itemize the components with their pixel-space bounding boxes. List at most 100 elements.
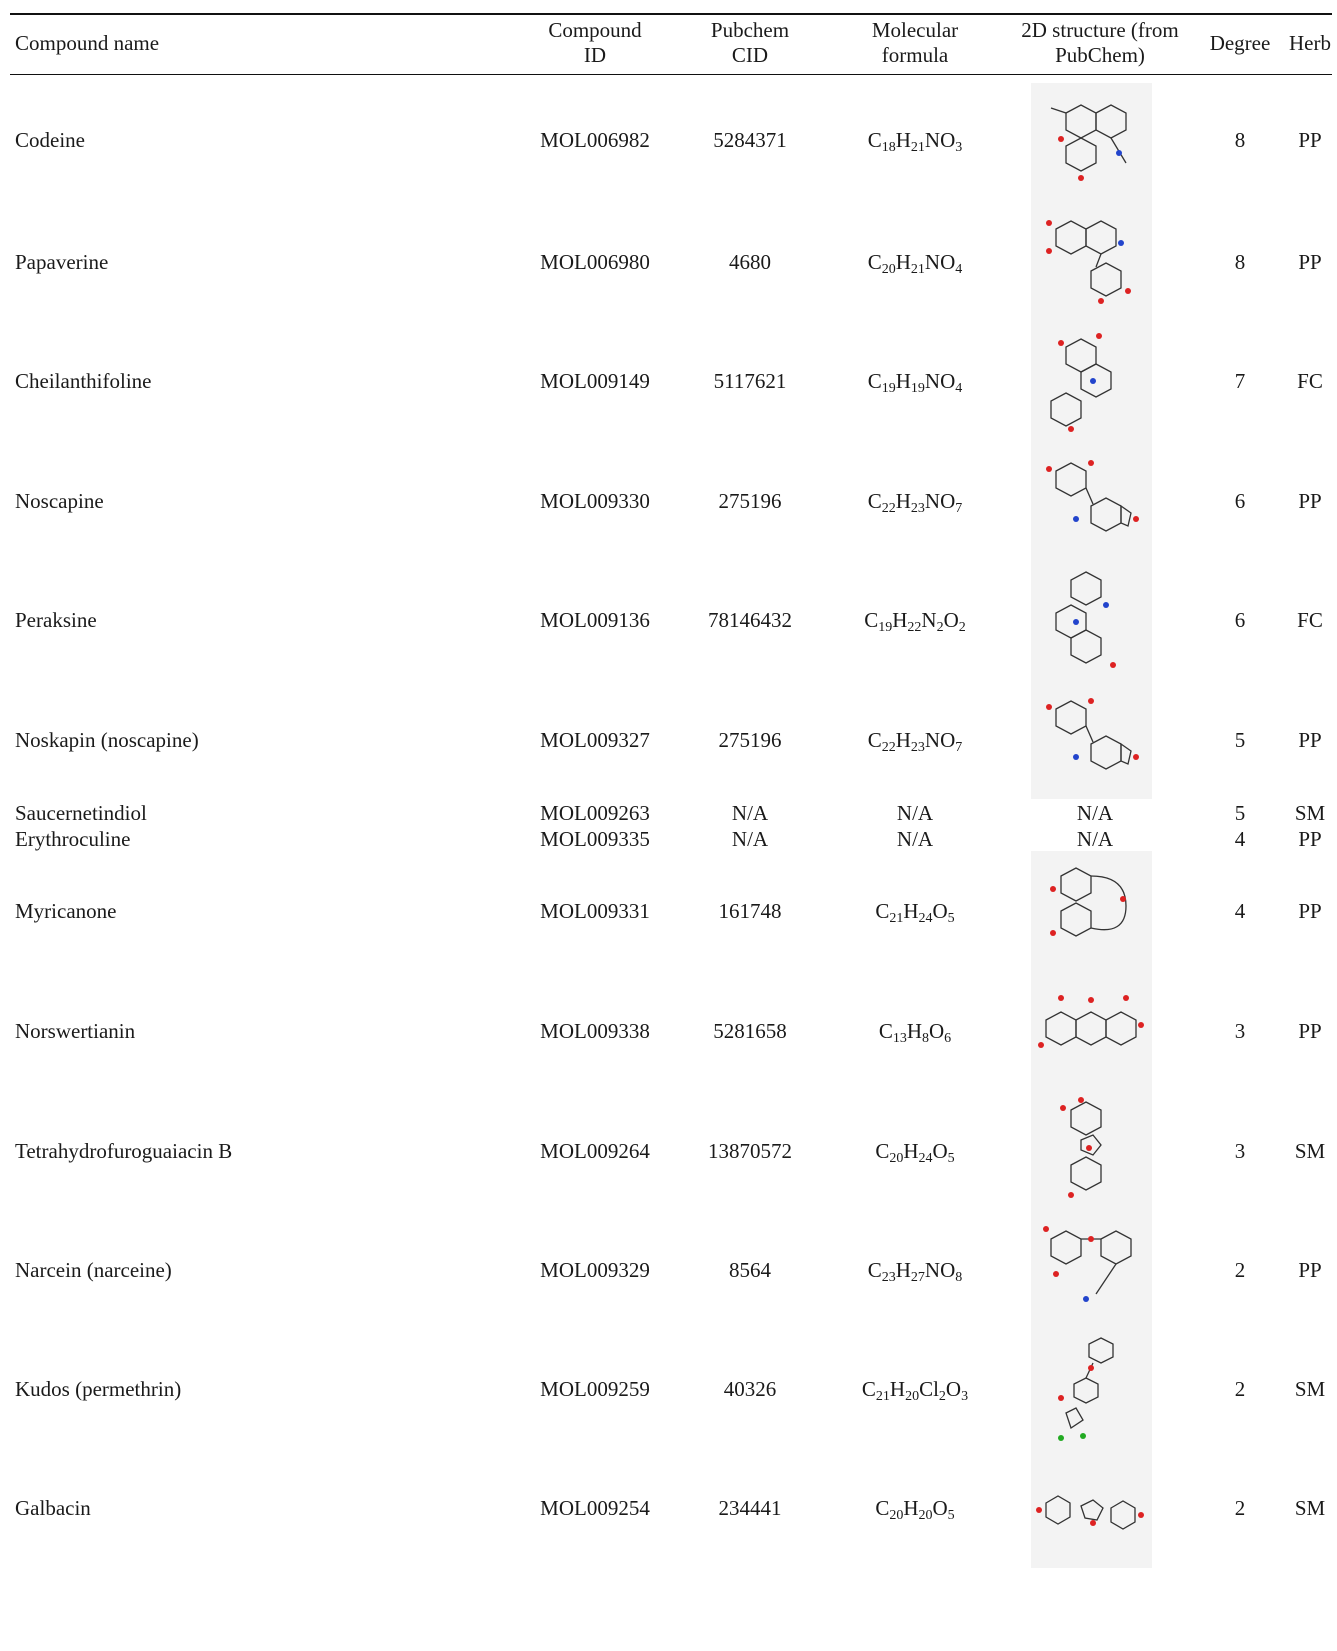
compound-id: MOL009330 — [540, 489, 650, 513]
table-top-rule — [10, 13, 1332, 15]
pubchem-cid: 4680 — [729, 250, 771, 274]
compound-name: Noskapin (noscapine) — [15, 728, 199, 752]
molecular-formula: C18H21NO3 — [867, 128, 963, 155]
compound-name: Peraksine — [15, 608, 97, 632]
herb: FC — [1297, 608, 1323, 632]
molecular-formula: C22H23NO7 — [867, 489, 963, 516]
degree: 4 — [1234, 899, 1246, 923]
compound-name: Tetrahydrofuroguaiacin B — [15, 1139, 233, 1163]
compound-id: MOL009338 — [540, 1019, 650, 1043]
pubchem-cid: 161748 — [718, 899, 782, 923]
pubchem-cid: 78146432 — [708, 608, 792, 632]
pubchem-cid: N/A — [731, 827, 769, 851]
molecular-formula: C13H8O6 — [878, 1019, 952, 1046]
compound-name: Myricanone — [15, 899, 117, 923]
degree: 4 — [1234, 827, 1246, 851]
herb: SM — [1294, 801, 1326, 825]
compound-name: Narcein (narceine) — [15, 1258, 172, 1282]
pubchem-cid: 5117621 — [713, 369, 787, 393]
header-degree: Degree — [1209, 31, 1271, 55]
compound-name: Codeine — [15, 128, 85, 152]
structure-image — [1031, 201, 1152, 321]
compound-id: MOL009259 — [540, 1377, 650, 1401]
degree: 3 — [1234, 1019, 1246, 1043]
compound-name: Cheilanthifoline — [15, 369, 152, 393]
compound-name: Noscapine — [15, 489, 104, 513]
degree: 6 — [1234, 608, 1246, 632]
herb: PP — [1298, 1019, 1322, 1043]
degree: 6 — [1234, 489, 1246, 513]
herb: PP — [1298, 489, 1322, 513]
compound-id: MOL009327 — [540, 728, 650, 752]
compound-name: Papaverine — [15, 250, 109, 274]
degree: 5 — [1234, 801, 1246, 825]
pubchem-cid: 5284371 — [713, 128, 787, 152]
molecular-formula: C23H27NO8 — [867, 1258, 963, 1285]
structure-image — [1031, 970, 1152, 1090]
header-2d-structure: 2D structure (from PubChem) — [1021, 18, 1179, 67]
degree: 8 — [1234, 250, 1246, 274]
herb: SM — [1294, 1496, 1326, 1520]
compound-id: MOL006982 — [540, 128, 650, 152]
compound-id: MOL009335 — [540, 827, 650, 851]
pubchem-cid: 40326 — [723, 1377, 777, 1401]
herb: SM — [1294, 1377, 1326, 1401]
compound-id: MOL009254 — [540, 1496, 650, 1520]
header-compound-name: Compound name — [15, 31, 160, 55]
header-molecular-formula: Molecular formula — [871, 18, 959, 67]
molecular-formula: C20H20O5 — [875, 1496, 955, 1523]
compound-id: MOL009136 — [540, 608, 650, 632]
compound-name: Erythroculine — [15, 827, 131, 851]
compound-name: Norswertianin — [15, 1019, 136, 1043]
herb: PP — [1298, 728, 1322, 752]
header-pubchem-cid: Pubchem CID — [710, 18, 790, 67]
pubchem-cid: 5281658 — [713, 1019, 787, 1043]
pubchem-cid: N/A — [731, 801, 769, 825]
pubchem-cid: 275196 — [718, 728, 782, 752]
compound-name: Galbacin — [15, 1496, 91, 1520]
structure-na: N/A — [1076, 801, 1114, 825]
header-compound-id: Compound ID — [548, 18, 642, 67]
compound-id: MOL009264 — [540, 1139, 650, 1163]
molecular-formula: C19H19NO4 — [867, 369, 963, 396]
structure-image — [1031, 441, 1152, 561]
molecular-formula: C20H21NO4 — [867, 250, 963, 277]
herb: PP — [1298, 899, 1322, 923]
degree: 3 — [1234, 1139, 1246, 1163]
molecular-formula: C19H22N2O2 — [864, 608, 966, 635]
compound-id: MOL006980 — [540, 250, 650, 274]
table-header-rule — [10, 74, 1332, 75]
structure-na: N/A — [1076, 827, 1114, 851]
structure-image — [1031, 851, 1152, 971]
herb: PP — [1298, 250, 1322, 274]
compound-name: Saucernetindiol — [15, 801, 147, 825]
pubchem-cid: 13870572 — [708, 1139, 792, 1163]
compound-id: MOL009331 — [540, 899, 650, 923]
compound-id: MOL009329 — [540, 1258, 650, 1282]
structure-image — [1031, 1328, 1152, 1448]
pubchem-cid: 8564 — [729, 1258, 771, 1282]
herb: FC — [1297, 369, 1323, 393]
degree: 2 — [1234, 1377, 1246, 1401]
molecular-formula: N/A — [896, 801, 934, 825]
herb: SM — [1294, 1139, 1326, 1163]
structure-image — [1031, 1448, 1152, 1568]
herb: PP — [1298, 827, 1322, 851]
degree: 2 — [1234, 1496, 1246, 1520]
structure-image — [1031, 321, 1152, 441]
pubchem-cid: 234441 — [718, 1496, 782, 1520]
molecular-formula: C22H23NO7 — [867, 728, 963, 755]
molecular-formula: C21H24O5 — [875, 899, 955, 926]
herb: PP — [1298, 1258, 1322, 1282]
molecular-formula: C21H20Cl2O3 — [861, 1377, 969, 1404]
pubchem-cid: 275196 — [718, 489, 782, 513]
structure-image — [1031, 83, 1152, 203]
structure-image — [1031, 1090, 1152, 1210]
compound-id: MOL009149 — [540, 369, 650, 393]
structure-image — [1031, 560, 1152, 680]
degree: 2 — [1234, 1258, 1246, 1282]
compound-name: Kudos (permethrin) — [15, 1377, 182, 1401]
molecular-formula: C20H24O5 — [875, 1139, 955, 1166]
compound-id: MOL009263 — [540, 801, 650, 825]
degree: 5 — [1234, 728, 1246, 752]
